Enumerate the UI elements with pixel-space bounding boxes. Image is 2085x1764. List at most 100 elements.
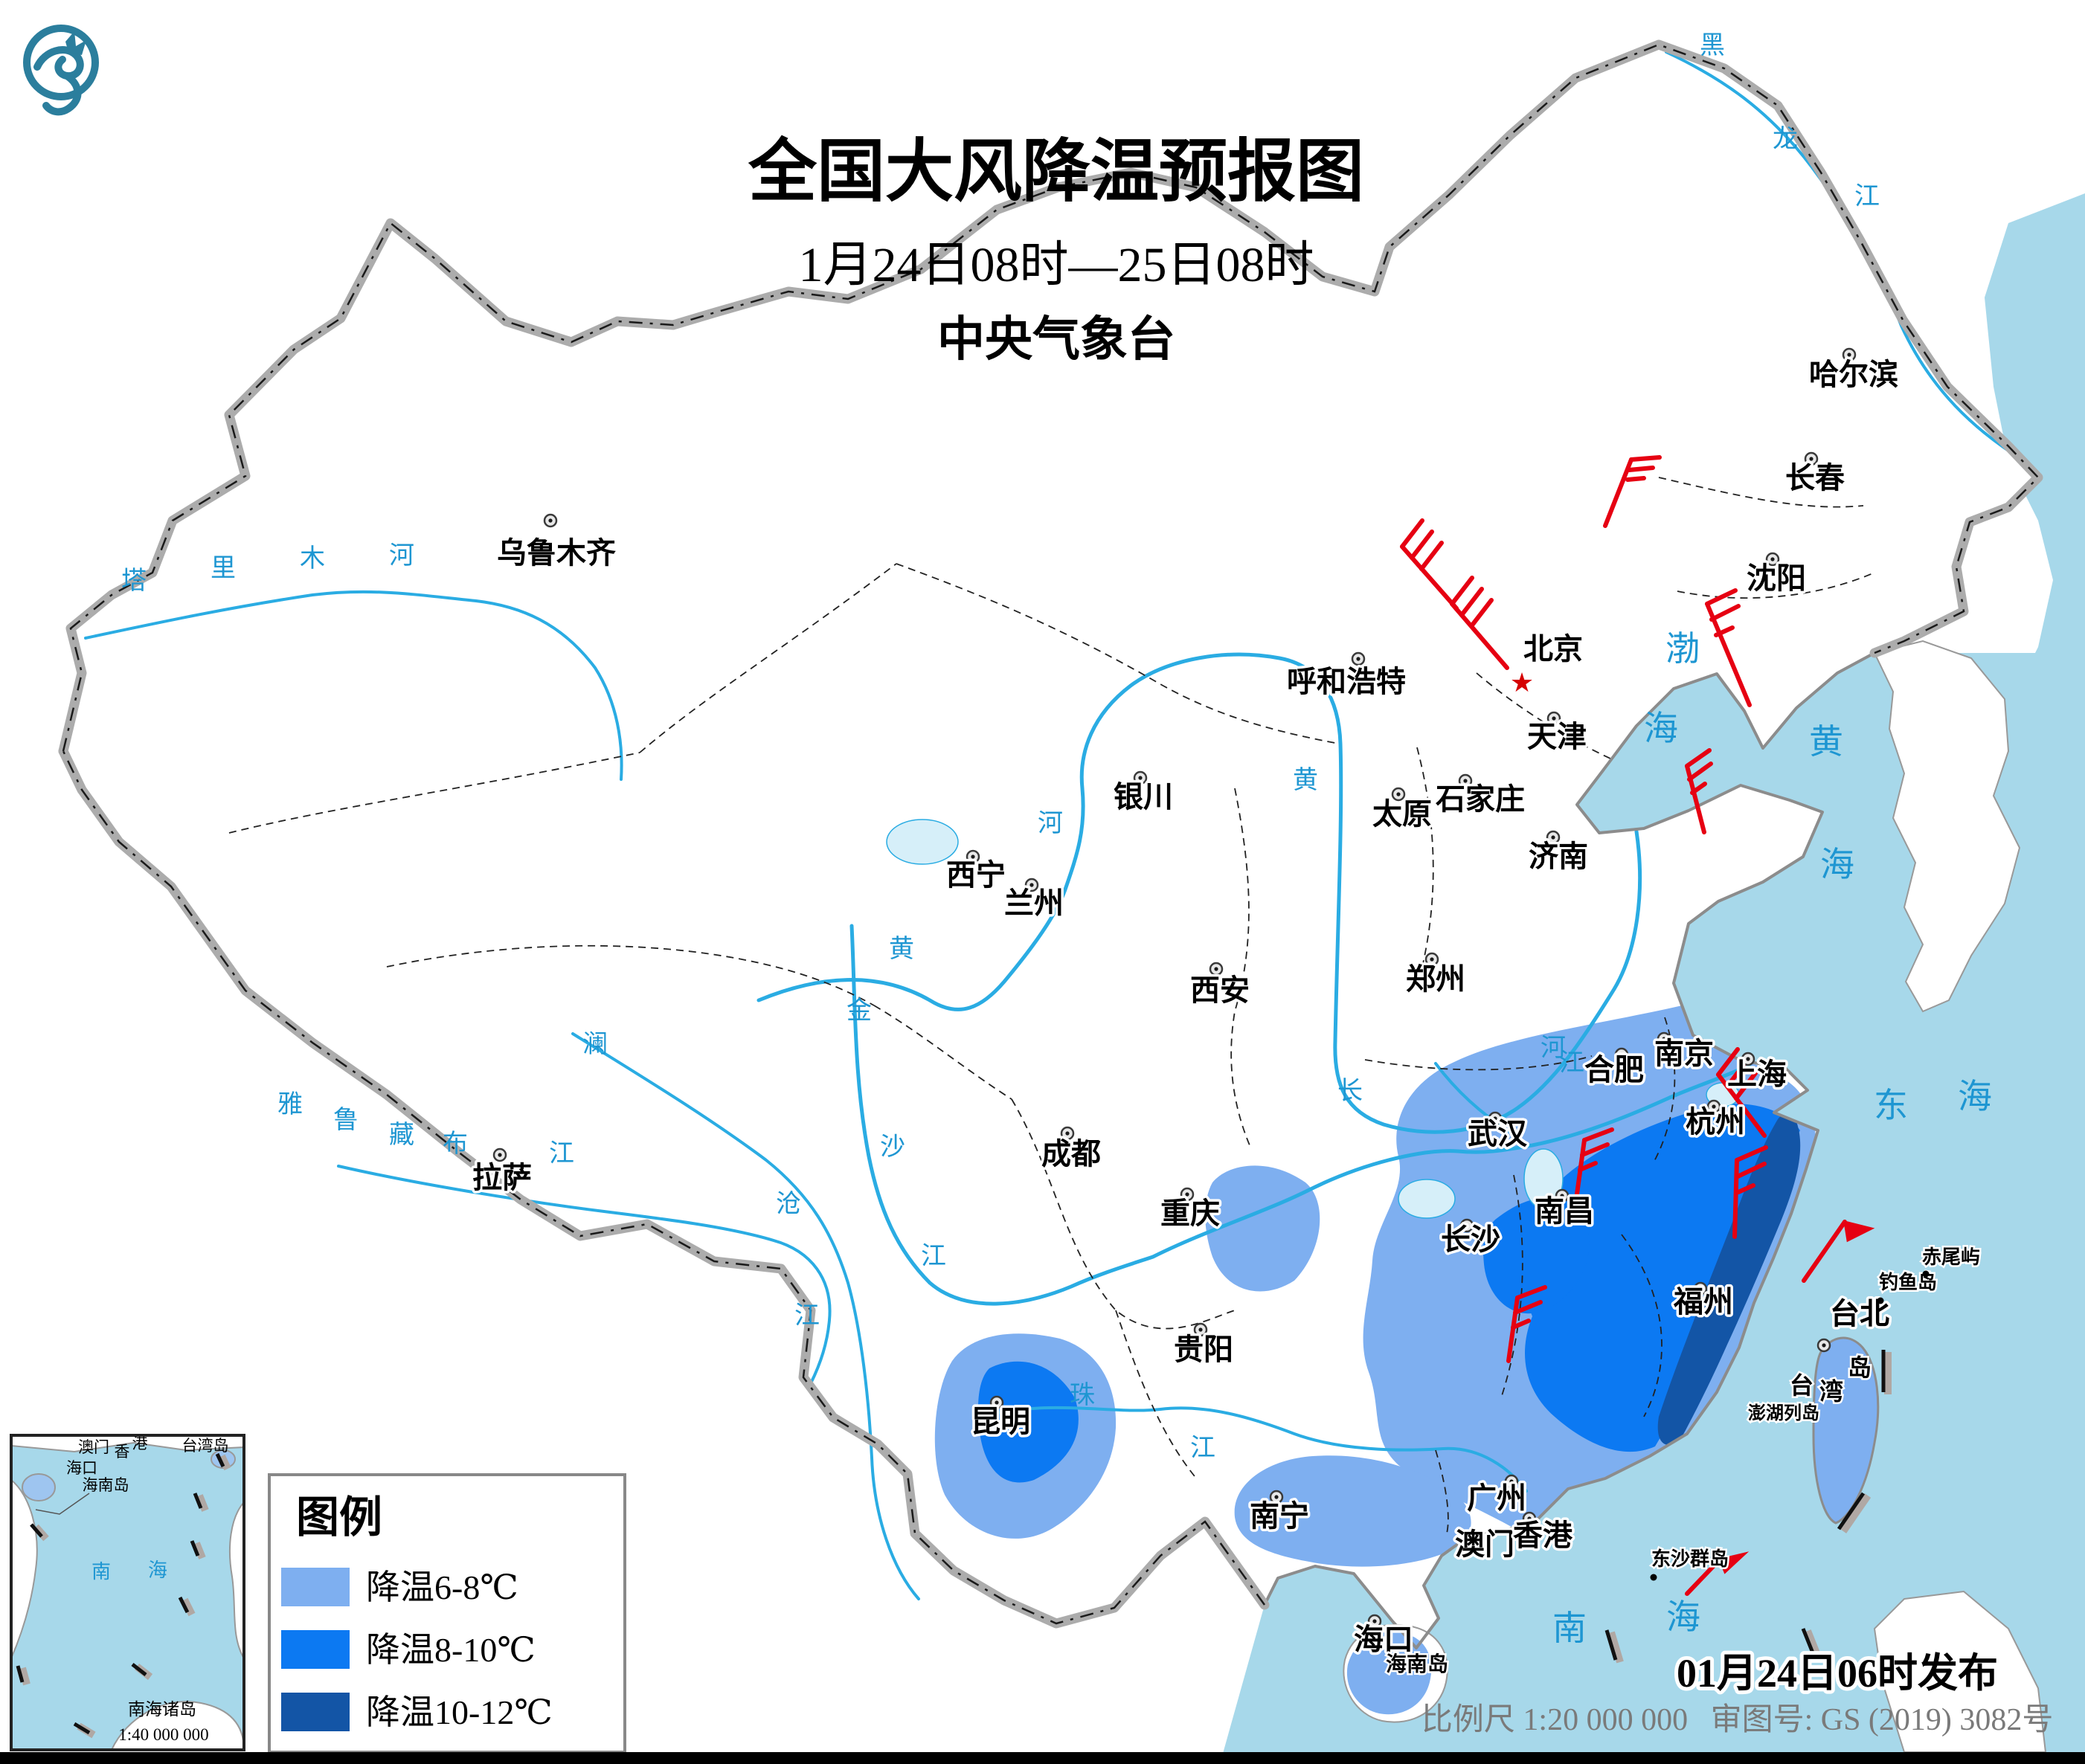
river-label: 布: [443, 1130, 468, 1158]
dash-mark-shadow: [33, 1524, 49, 1542]
dongting-lake: [1398, 1179, 1456, 1219]
legend-label-10-12: 降温10-12℃: [366, 1693, 553, 1731]
river-label: 江: [1190, 1435, 1215, 1462]
city-label-南宁: 南宁: [1250, 1499, 1309, 1533]
dash-mark: [1837, 1492, 1866, 1530]
city-label-西安: 西安: [1190, 973, 1250, 1007]
wind-barb: [1419, 541, 1444, 571]
dash-mark: [30, 1523, 43, 1538]
map-agency: 中央气象台: [937, 313, 1175, 366]
capital-star: ★: [1510, 668, 1534, 698]
publish-time: 01月24日06时发布: [1677, 1651, 1998, 1696]
city-dot-core: [1463, 779, 1468, 783]
city-label-广州: 广州: [1467, 1481, 1526, 1515]
korea-peninsula: [1873, 640, 2021, 1013]
city-label-昆明: 昆明: [971, 1405, 1030, 1438]
inset-label: 台湾岛: [182, 1437, 229, 1455]
river-label: 藏: [389, 1121, 414, 1149]
city-dot-core: [1560, 1194, 1564, 1198]
city-label-兰州: 兰州: [1004, 886, 1064, 920]
river-label: 河: [1038, 810, 1063, 837]
city-label-海口: 海口: [1354, 1623, 1413, 1656]
cma-logo-flame: [65, 31, 86, 55]
dash-mark: [193, 1493, 203, 1509]
city-label-天津: 天津: [1527, 720, 1587, 753]
yarlung-river: [337, 1165, 832, 1385]
river-label: 金: [846, 997, 872, 1025]
inset-label: 澳门: [78, 1438, 109, 1456]
island-label: 东沙群岛: [1651, 1548, 1729, 1570]
city-dot-core: [1809, 457, 1813, 461]
wind-flag-pennant: [1718, 1551, 1750, 1574]
river-label: 黄: [889, 935, 914, 963]
city-label-澳门: 澳门: [1455, 1528, 1514, 1561]
river-label: 黄: [1293, 766, 1318, 794]
wind-barb: [1716, 1047, 1740, 1077]
pearl-river: [988, 1406, 1528, 1493]
river-label: 沧: [776, 1190, 801, 1218]
dash-mark: [131, 1663, 147, 1676]
city-dot-core: [1619, 1052, 1624, 1057]
wind-barb: [1410, 529, 1434, 560]
city-dot-core: [1372, 1619, 1377, 1623]
cooling-zones: [934, 1004, 1816, 1567]
wind-barb: [1469, 598, 1494, 628]
wind-barb: [1725, 1059, 1749, 1089]
city-label-石家庄: 石家庄: [1436, 782, 1525, 816]
river-label: 江: [1559, 1049, 1584, 1077]
wind-flag-shaft: [1802, 1220, 1847, 1283]
city-dot-core: [971, 854, 975, 859]
inset-label: 香: [115, 1443, 130, 1461]
city-dot-core: [1198, 1327, 1203, 1332]
river-label: 江: [794, 1302, 820, 1330]
legend-swatch-8-10: [281, 1630, 350, 1669]
sea-label: 海: [1644, 709, 1678, 747]
river-label: 澜: [582, 1031, 608, 1058]
city-dot-core: [1509, 1479, 1514, 1484]
legend-label-8-10: 降温8-10℃: [366, 1631, 536, 1669]
sea-label: 黄: [1809, 723, 1843, 761]
wind-barb: [1629, 455, 1662, 462]
city-label-哈尔滨: 哈尔滨: [1809, 358, 1898, 391]
dash-mark-shadow: [19, 1667, 30, 1686]
wind-barb: [1515, 1285, 1547, 1300]
wind-barb: [1734, 1071, 1758, 1101]
river-label: 沙: [880, 1133, 905, 1161]
city-label-南昌: 南昌: [1535, 1194, 1594, 1228]
city-label-长沙: 长沙: [1441, 1223, 1500, 1256]
island-label: 湾: [1819, 1378, 1843, 1405]
city-dot-core: [1847, 353, 1851, 357]
inset-borneo: [110, 1701, 245, 1751]
city-dot-core: [1770, 557, 1775, 561]
sea-label: 海: [1820, 846, 1854, 883]
island-label: 岛: [1848, 1354, 1872, 1381]
zone-8-10-kunming: [977, 1361, 1079, 1483]
wind-barb: [1580, 1142, 1610, 1157]
city-label-福州: 福州: [1673, 1285, 1733, 1319]
wind-barb: [1705, 588, 1738, 606]
inset-label: 海南岛: [83, 1476, 129, 1494]
dash-mark: [178, 1596, 190, 1614]
inset-hainan: [22, 1473, 56, 1501]
wind-flag-pennant: [1843, 1220, 1875, 1243]
sea-label: 东: [1874, 1087, 1908, 1124]
city-label-沈阳: 沈阳: [1747, 561, 1806, 595]
city-dot-core: [1662, 1037, 1666, 1041]
city-label-呼和浩特: 呼和浩特: [1287, 665, 1406, 698]
river-label: 木: [300, 544, 325, 573]
dash-mark: [16, 1665, 25, 1683]
island-label: 澎湖列岛: [1748, 1403, 1819, 1423]
river-label: 塔: [121, 567, 147, 595]
wind-barb: [1690, 782, 1707, 795]
city-dot-core: [1356, 657, 1360, 661]
city-label-上海: 上海: [1727, 1058, 1787, 1091]
river-label: 长: [1337, 1078, 1363, 1105]
wind-barb: [1450, 576, 1474, 606]
city-label-拉萨: 拉萨: [472, 1161, 532, 1194]
map-title: 全国大风降温预报图: [748, 134, 1364, 210]
territorial-dash-marks: [1604, 1350, 1892, 1664]
wind-flag-shaft: [1685, 1557, 1722, 1596]
wind-barb: [1685, 748, 1712, 768]
wind-barb: [1627, 466, 1655, 472]
